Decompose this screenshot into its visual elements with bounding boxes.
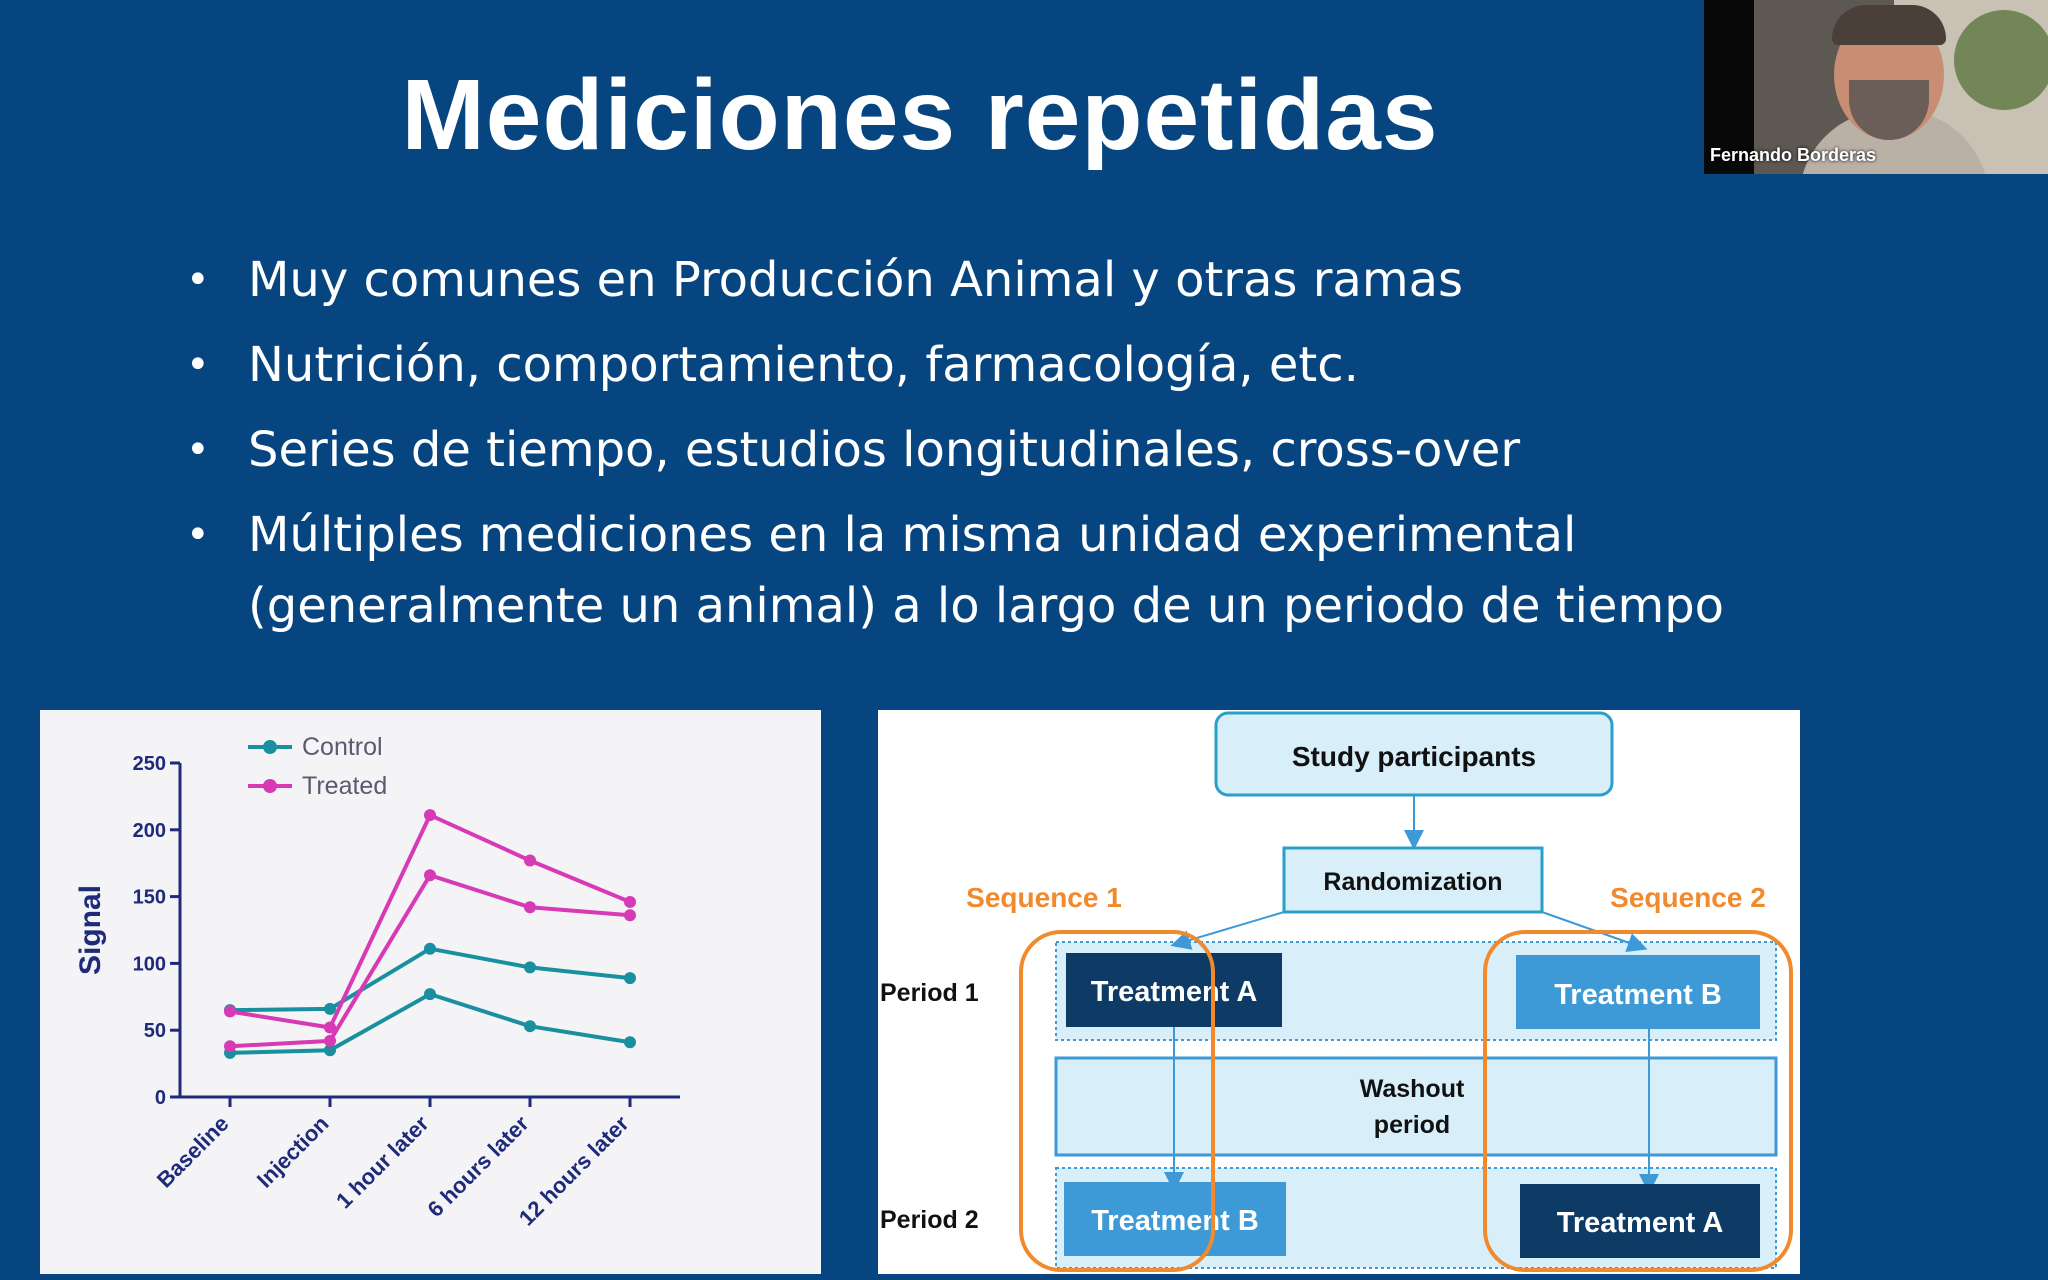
period2-label: Period 2 [880,1206,979,1234]
bullet-dot: • [186,257,210,303]
seq2-period1-treatment-label: Treatment B [1554,979,1722,1011]
bullet-text: Series de tiempo, estudios longitudinale… [248,422,1521,478]
y-tick-label: 250 [133,753,166,775]
y-tick-label: 150 [133,887,166,909]
legend-label: Treated [302,772,387,800]
data-point-control [324,1044,336,1057]
randomization-box [1282,846,1544,914]
x-tick-label: Injection [252,1111,334,1193]
data-point-treated [324,1034,336,1047]
legend-swatch-marker [263,740,277,754]
series-line-control [229,946,631,1013]
bullet-item: • Series de tiempo, estudios longitudina… [178,415,1724,486]
study-participants-label: Study participants [1292,741,1536,772]
bullet-item: • Muy comunes en Producción Animal y otr… [178,245,1724,316]
x-tick-label: 1 hour later [331,1111,434,1214]
webcam-video-tile[interactable]: Fernando Borderas [1704,0,2048,174]
washout-band [1054,1056,1778,1157]
legend-swatch-marker [263,779,277,793]
period1-label: Period 1 [880,979,979,1007]
data-point-control [324,1002,336,1015]
y-axis-label: Signal [74,885,107,975]
data-point-control [624,1036,636,1049]
washout-label-line1: Washout [1360,1075,1465,1103]
seq1-period2-treatment-box [1064,1182,1286,1256]
legend-label: Control [302,733,383,761]
y-tick-label: 50 [144,1020,166,1042]
line-chart-panel: 0 50 100 150 200 250 Baseline Injection 1 hour l… [40,710,821,1274]
x-tick-label: Baseline [152,1111,234,1193]
randomization-label: Randomization [1323,868,1502,896]
x-tick-label: 6 hours later [422,1111,533,1222]
sequence1-outline [1019,930,1215,1272]
bullet-dot: • [186,427,210,473]
crossover-diagram: Study participants Randomization Sequenc… [880,711,1793,1272]
seq2-period1-treatment-box [1516,955,1760,1029]
bullet-dot: • [186,342,210,388]
bullet-text: Múltiples mediciones en la misma unidad … [248,507,1577,563]
data-point-control [424,988,436,1001]
washout-label-line2: period [1374,1111,1450,1139]
data-point-treated [224,1005,236,1018]
bullet-item: • Múltiples mediciones en la misma unida… [178,500,1724,642]
sequence2-label: Sequence 2 [1610,882,1766,913]
seq1-period2-treatment-label: Treatment B [1091,1205,1259,1237]
seq2-period2-treatment-box [1520,1184,1760,1258]
data-point-treated [424,809,436,822]
bullet-dot: • [186,512,210,558]
y-tick-label: 0 [155,1087,166,1109]
bullet-list: • Muy comunes en Producción Animal y otr… [178,245,1724,656]
data-point-treated [324,1021,336,1034]
randomization-to-seq2-arrow [1541,911,1648,953]
data-point-control [524,1020,536,1033]
bullet-text: Muy comunes en Producción Animal y otras… [248,252,1464,308]
webcam-background-dark [1704,0,1754,174]
bullet-text: Nutrición, comportamiento, farmacología,… [248,337,1359,393]
data-point-control [524,961,536,974]
seq1-period1-treatment-label: Treatment A [1091,976,1258,1008]
seq1-period1-treatment-box [1066,953,1282,1027]
data-point-treated [624,909,636,922]
webcam-person-hair [1832,5,1946,45]
sequence1-label: Sequence 1 [966,882,1122,913]
data-point-treated [524,854,536,867]
data-point-control [424,942,436,955]
participant-name-label: Fernando Borderas [1710,145,1877,165]
bullet-item: • Nutrición, comportamiento, farmacologí… [178,330,1724,401]
data-point-treated [524,901,536,914]
sequence2-outline [1483,930,1793,1272]
y-tick-label: 100 [133,953,166,975]
data-point-treated [424,869,436,882]
slide-title: Mediciones repetidas [401,59,1439,171]
y-tick-label: 200 [133,820,166,842]
webcam-plant [1954,10,2048,110]
data-point-control [624,972,636,985]
seq2-period2-treatment-label: Treatment A [1557,1207,1724,1239]
bullet-text-continued: (generalmente un animal) a lo largo de u… [248,578,1725,634]
crossover-diagram-panel: Study participants Randomization Sequenc… [878,710,1800,1274]
data-point-treated [624,895,636,908]
data-point-treated [224,1040,236,1053]
